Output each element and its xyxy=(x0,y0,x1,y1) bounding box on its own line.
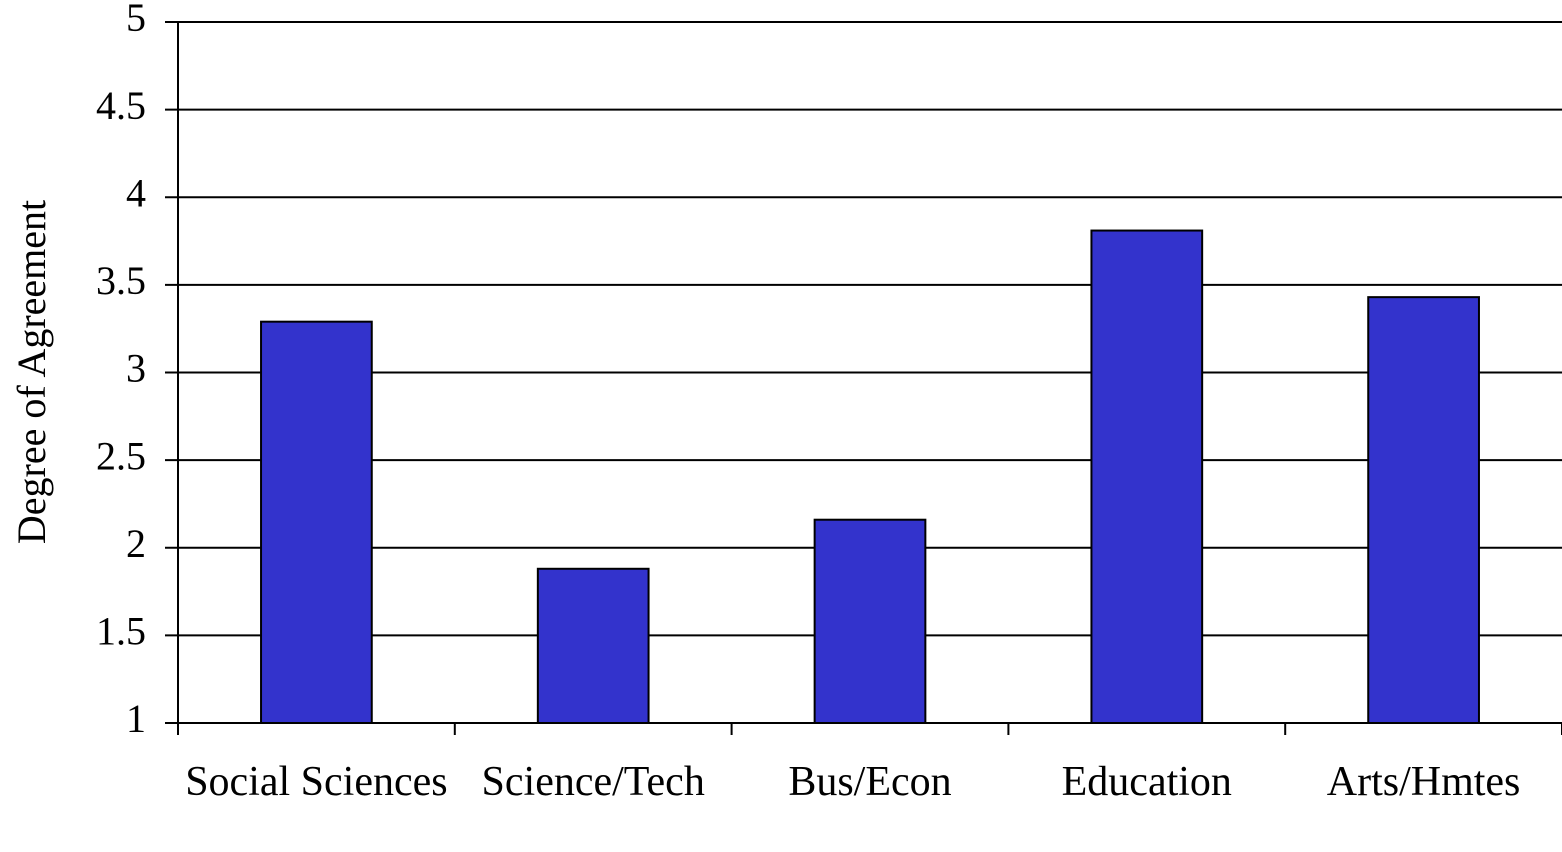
y-axis-label: Degree of Agreement xyxy=(9,200,54,544)
bar xyxy=(1367,296,1480,724)
x-tick-label: Arts/Hmtes xyxy=(1326,759,1521,805)
bar xyxy=(536,567,650,725)
x-tick-label: Science/Tech xyxy=(481,759,705,805)
bar xyxy=(1090,229,1204,725)
y-tick-label: 4 xyxy=(126,170,146,215)
y-tick-label: 3 xyxy=(126,346,146,391)
y-tick-label: 5 xyxy=(126,0,146,40)
y-tick-label: 2.5 xyxy=(96,433,146,478)
y-tick-label: 2 xyxy=(126,521,146,566)
x-tick-label: Social Sciences xyxy=(185,759,448,805)
y-tick-label: 1.5 xyxy=(96,609,146,654)
x-tick-label: Bus/Econ xyxy=(788,759,952,805)
bar xyxy=(813,518,927,725)
bar xyxy=(260,320,373,724)
y-tick-label: 1 xyxy=(126,696,146,741)
x-tick-label: Education xyxy=(1061,759,1232,805)
y-tick-label: 4.5 xyxy=(96,83,146,128)
y-tick-label: 3.5 xyxy=(96,258,146,303)
